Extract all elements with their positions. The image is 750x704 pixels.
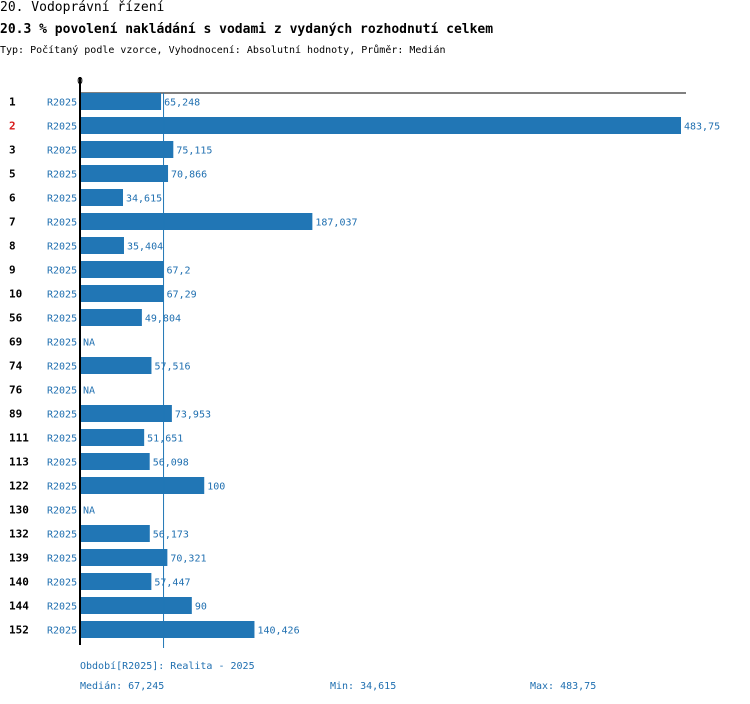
row-label: 144 [9, 600, 29, 613]
bar [80, 237, 124, 254]
bar [80, 429, 145, 446]
row-label: 9 [9, 264, 16, 277]
data-label: 49,804 [145, 314, 181, 325]
bar [80, 165, 169, 182]
series-label: R2025 [47, 98, 77, 109]
series-label: R2025 [47, 578, 77, 589]
bar [80, 477, 205, 494]
data-label: 51,651 [147, 434, 183, 445]
bar [80, 213, 313, 230]
series-label: R2025 [47, 266, 77, 277]
bar [80, 141, 174, 158]
data-label: 140,426 [257, 626, 299, 637]
series-label: R2025 [47, 626, 77, 637]
row-label: 89 [9, 408, 22, 421]
bar [80, 453, 150, 470]
bar [80, 549, 168, 566]
bar [80, 285, 164, 302]
chart-title: 20.3 % povolení nakládání s vodami z vyd… [0, 22, 494, 37]
series-label: R2025 [47, 434, 77, 445]
data-label: NA [83, 386, 95, 397]
bar [80, 357, 152, 374]
series-label: R2025 [47, 122, 77, 133]
series-label: R2025 [47, 482, 77, 493]
series-label: R2025 [47, 506, 77, 517]
bar [80, 117, 681, 134]
data-label: 90 [195, 602, 207, 613]
series-label: R2025 [47, 554, 77, 565]
bar [80, 621, 255, 638]
series-label: R2025 [47, 602, 77, 613]
data-label: 483,75 [684, 122, 720, 133]
data-label: 100 [207, 482, 225, 493]
footer-period: Období[R2025]: Realita - 2025 [80, 661, 255, 672]
row-label: 1 [9, 96, 16, 109]
row-label: 8 [9, 240, 16, 253]
data-label: 70,866 [171, 170, 207, 181]
data-label: 56,173 [153, 530, 189, 541]
data-label: 57,516 [154, 362, 190, 373]
footer-median: Medián: 67,245 [80, 681, 165, 692]
row-label: 69 [9, 336, 22, 349]
row-label: 139 [9, 552, 29, 565]
row-label: 152 [9, 624, 29, 637]
footer-max: Max: 483,75 [530, 681, 597, 692]
row-label: 76 [9, 384, 23, 397]
data-label: 34,615 [126, 194, 162, 205]
data-label: 73,953 [175, 410, 211, 421]
series-label: R2025 [47, 242, 77, 253]
row-label: 5 [9, 168, 16, 181]
row-label: 122 [9, 480, 29, 493]
series-label: R2025 [47, 290, 77, 301]
data-label: 57,447 [154, 578, 190, 589]
row-label: 10 [9, 288, 22, 301]
row-label: 3 [9, 144, 16, 157]
data-label: 67,29 [167, 290, 197, 301]
chart-type-info: Typ: Počítaný podle vzorce, Vyhodnocení:… [0, 45, 446, 56]
data-label: 75,115 [176, 146, 212, 157]
row-label: 140 [9, 576, 29, 589]
section-title: 20. Vodoprávní řízení [0, 0, 165, 15]
data-label: 70,321 [170, 554, 206, 565]
series-label: R2025 [47, 338, 77, 349]
bar [80, 261, 164, 278]
row-label: 2 [9, 120, 16, 133]
footer-min: Min: 34,615 [330, 681, 397, 692]
bar [80, 525, 150, 542]
bar [80, 93, 162, 110]
bar [80, 189, 124, 206]
row-label: 132 [9, 528, 29, 541]
bar [80, 597, 192, 614]
series-label: R2025 [47, 362, 77, 373]
series-label: R2025 [47, 386, 77, 397]
series-label: R2025 [47, 410, 77, 421]
data-label: NA [83, 506, 95, 517]
row-label: 113 [9, 456, 29, 469]
row-label: 111 [9, 432, 29, 445]
series-label: R2025 [47, 314, 77, 325]
series-label: R2025 [47, 218, 77, 229]
series-label: R2025 [47, 458, 77, 469]
data-label: 65,248 [164, 98, 200, 109]
data-label: 187,037 [315, 218, 357, 229]
series-label: R2025 [47, 530, 77, 541]
row-label: 130 [9, 504, 29, 517]
row-label: 56 [9, 312, 23, 325]
series-label: R2025 [47, 146, 77, 157]
bar [80, 405, 172, 422]
bar [80, 573, 152, 590]
data-label: 35,404 [127, 242, 163, 253]
data-label: NA [83, 338, 95, 349]
data-label: 67,2 [166, 266, 190, 277]
bar [80, 309, 142, 326]
series-label: R2025 [47, 194, 77, 205]
row-label: 7 [9, 216, 16, 229]
row-label: 74 [9, 360, 23, 373]
row-label: 6 [9, 192, 16, 205]
data-label: 56,098 [153, 458, 189, 469]
series-label: R2025 [47, 170, 77, 181]
